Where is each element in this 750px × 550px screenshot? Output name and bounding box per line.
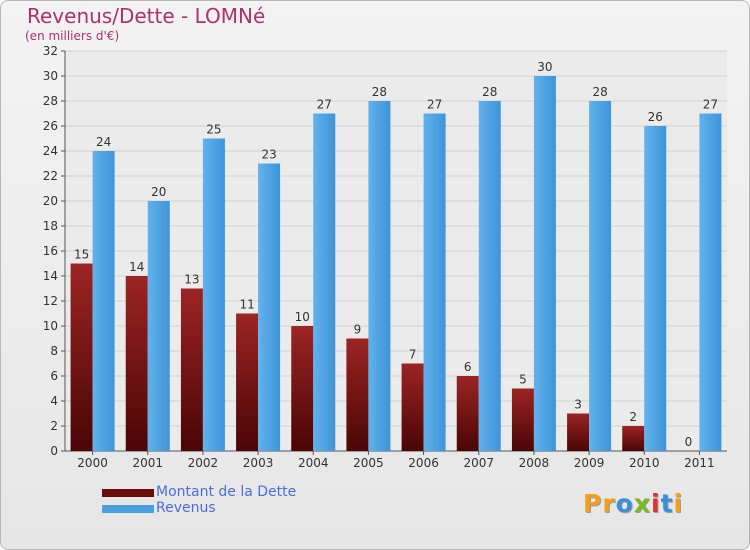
data-label-revenus: 24	[96, 135, 111, 149]
data-label-dette: 6	[464, 360, 472, 374]
y-tick-label: 28	[43, 94, 58, 108]
x-tick-label: 2006	[408, 456, 439, 470]
bar-dette	[346, 338, 369, 451]
data-label-revenus: 26	[648, 110, 663, 124]
y-tick-label: 6	[50, 369, 58, 383]
logo-letter-3: x	[633, 489, 651, 518]
data-label-revenus: 27	[427, 98, 442, 112]
y-tick-label: 2	[50, 419, 58, 433]
bar-dette	[125, 276, 148, 451]
bar-dette	[456, 376, 479, 451]
data-label-dette: 5	[519, 373, 527, 387]
x-tick-label: 2005	[353, 456, 384, 470]
data-label-dette: 13	[184, 273, 199, 287]
proxiti-logo: Proxiti	[583, 489, 683, 518]
logo-letter-4: i	[651, 489, 661, 518]
logo-letter-2: o	[615, 489, 634, 518]
data-label-revenus: 28	[372, 85, 387, 99]
data-label-revenus: 28	[592, 85, 607, 99]
data-label-dette: 3	[574, 398, 582, 412]
logo-letter-1: r	[602, 489, 616, 518]
x-tick-label: 2001	[132, 456, 163, 470]
y-tick-label: 12	[43, 294, 58, 308]
bar-dette	[511, 388, 534, 451]
y-tick-label: 4	[50, 394, 58, 408]
chart-title: Revenus/Dette - LOMNé	[27, 4, 266, 28]
y-tick-label: 8	[50, 344, 58, 358]
legend-label-revenus: Revenus	[156, 500, 216, 516]
y-tick-label: 10	[43, 319, 58, 333]
y-tick-label: 24	[43, 144, 58, 158]
y-tick-label: 18	[43, 219, 58, 233]
data-label-revenus: 23	[261, 148, 276, 162]
bar-revenus	[147, 201, 170, 451]
data-label-dette: 2	[629, 410, 637, 424]
bar-dette	[622, 426, 645, 451]
x-tick-label: 2003	[243, 456, 274, 470]
data-label-revenus: 25	[206, 123, 221, 137]
bar-dette	[567, 413, 590, 451]
bar-revenus	[92, 151, 115, 451]
bar-revenus	[368, 101, 391, 451]
data-label-dette: 7	[409, 348, 417, 362]
logo-letter-5: t	[660, 489, 674, 518]
data-label-dette: 10	[295, 310, 310, 324]
y-tick-label: 22	[43, 169, 58, 183]
y-tick-label: 14	[43, 269, 58, 283]
data-label-dette: 11	[239, 298, 254, 312]
x-tick-label: 2004	[298, 456, 329, 470]
bar-revenus	[644, 126, 667, 451]
data-label-revenus: 27	[317, 98, 332, 112]
legend-swatch-dette	[102, 489, 154, 497]
bar-revenus	[258, 163, 281, 451]
x-tick-label: 2000	[77, 456, 108, 470]
data-label-revenus: 20	[151, 185, 166, 199]
data-label-revenus: 30	[537, 60, 552, 74]
x-tick-label: 2007	[463, 456, 494, 470]
bar-dette	[401, 363, 424, 451]
y-tick-label: 30	[43, 69, 58, 83]
x-tick-label: 2010	[629, 456, 660, 470]
y-tick-label: 32	[43, 44, 58, 58]
y-tick-label: 16	[43, 244, 58, 258]
legend-swatch-revenus	[102, 505, 154, 513]
data-label-revenus: 28	[482, 85, 497, 99]
data-label-dette: 9	[354, 323, 362, 337]
bar-revenus	[699, 113, 722, 451]
y-tick-label: 0	[50, 444, 58, 458]
bar-revenus	[478, 101, 501, 451]
x-tick-label: 2011	[684, 456, 715, 470]
bar-revenus	[423, 113, 446, 451]
x-tick-label: 2009	[574, 456, 605, 470]
bar-revenus	[589, 101, 612, 451]
y-tick-label: 26	[43, 119, 58, 133]
bar-dette	[180, 288, 203, 451]
y-tick-label: 20	[43, 194, 58, 208]
bar-dette	[291, 326, 314, 451]
bar-dette	[236, 313, 259, 451]
x-tick-label: 2008	[519, 456, 550, 470]
chart-subtitle: (en milliers d'€)	[25, 29, 120, 43]
data-label-revenus: 27	[703, 98, 718, 112]
data-label-dette: 15	[74, 248, 89, 262]
logo-letter-0: P	[583, 489, 603, 518]
data-label-dette: 0	[685, 435, 693, 449]
bar-revenus	[533, 76, 556, 451]
bar-revenus	[313, 113, 336, 451]
bar-dette	[70, 263, 93, 451]
bar-revenus	[202, 138, 225, 451]
logo-letter-6: i	[673, 489, 684, 518]
x-tick-label: 2002	[188, 456, 219, 470]
legend-label-dette: Montant de la Dette	[156, 484, 297, 500]
data-label-dette: 14	[129, 260, 144, 274]
